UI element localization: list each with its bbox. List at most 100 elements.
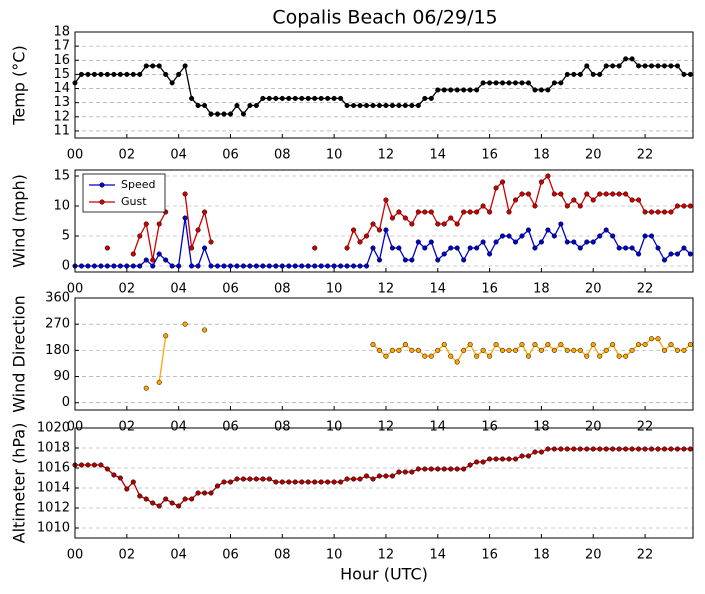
data-point xyxy=(435,257,441,263)
data-point xyxy=(577,245,583,251)
data-point xyxy=(383,473,389,479)
x-tick-label: 16 xyxy=(481,148,498,163)
data-point xyxy=(545,341,551,348)
data-point xyxy=(519,341,525,348)
data-point xyxy=(227,111,234,117)
data-point xyxy=(551,80,557,86)
data-point xyxy=(499,179,506,185)
data-point xyxy=(681,245,687,251)
y-tick-label: 360 xyxy=(45,291,70,306)
legend-marker xyxy=(99,182,105,188)
data-point xyxy=(642,446,648,452)
data-point xyxy=(117,263,123,269)
data-point xyxy=(512,456,519,462)
data-point xyxy=(376,102,383,109)
data-point xyxy=(441,341,447,348)
data-point xyxy=(428,95,434,101)
data-point xyxy=(655,245,661,251)
data-point xyxy=(169,500,175,506)
data-point xyxy=(370,102,376,109)
data-point xyxy=(137,493,143,499)
data-point xyxy=(525,191,532,197)
data-point xyxy=(325,263,331,269)
data-point xyxy=(597,353,603,359)
data-point xyxy=(292,263,298,269)
data-point xyxy=(558,446,564,452)
data-point xyxy=(525,453,532,459)
data-point xyxy=(597,191,603,197)
data-point xyxy=(642,233,648,239)
data-point xyxy=(577,71,583,77)
data-point xyxy=(292,95,298,101)
data-point xyxy=(266,95,272,101)
data-point xyxy=(499,347,506,353)
data-point xyxy=(415,466,421,472)
axes-frame xyxy=(74,169,694,273)
data-point xyxy=(305,263,311,269)
y-axis-label: Temp (°C) xyxy=(10,45,29,125)
y-tick-label: 1012 xyxy=(37,501,70,516)
data-point xyxy=(577,203,583,209)
data-point xyxy=(202,102,208,109)
data-point xyxy=(519,191,525,197)
data-point xyxy=(227,479,234,485)
data-point xyxy=(78,263,85,269)
data-point xyxy=(538,449,544,455)
data-point xyxy=(208,490,214,496)
data-point xyxy=(512,80,519,86)
data-point xyxy=(331,95,337,101)
data-point xyxy=(357,263,363,269)
x-tick-label: 20 xyxy=(585,148,602,163)
x-tick-label: 06 xyxy=(222,420,239,435)
x-tick-label: 18 xyxy=(533,548,550,563)
data-point xyxy=(389,473,395,479)
data-point xyxy=(571,197,577,203)
data-point xyxy=(176,503,182,509)
data-point xyxy=(487,80,493,86)
x-tick-label: 04 xyxy=(170,420,187,435)
data-point xyxy=(623,191,629,197)
data-point xyxy=(214,483,221,489)
data-point xyxy=(124,263,130,269)
data-point xyxy=(648,233,655,239)
data-point xyxy=(655,63,661,69)
x-tick-label: 10 xyxy=(326,148,343,163)
data-point xyxy=(687,71,693,77)
data-point xyxy=(454,87,460,93)
data-point xyxy=(480,239,486,245)
data-point xyxy=(655,336,661,342)
y-tick-label: 18 xyxy=(53,25,70,40)
data-point xyxy=(610,63,616,69)
data-point xyxy=(448,245,454,251)
data-point xyxy=(163,257,169,263)
data-point xyxy=(461,209,467,215)
data-point xyxy=(590,239,596,245)
data-point xyxy=(344,263,350,269)
data-point xyxy=(189,95,195,101)
x-tick-label: 04 xyxy=(170,548,187,563)
y-tick-label: 17 xyxy=(53,39,70,54)
y-tick-label: 1010 xyxy=(37,521,70,536)
y-tick-label: 11 xyxy=(53,123,70,138)
x-tick-label: 08 xyxy=(274,548,291,563)
data-point xyxy=(91,462,97,468)
data-point xyxy=(525,80,532,86)
data-point xyxy=(584,63,590,69)
data-point xyxy=(163,71,169,77)
data-point xyxy=(357,476,363,482)
data-point xyxy=(260,95,266,101)
data-point xyxy=(402,341,408,348)
data-point xyxy=(448,466,454,472)
data-point xyxy=(668,209,674,215)
data-point xyxy=(616,191,622,197)
data-point xyxy=(156,379,162,385)
data-point xyxy=(668,251,674,257)
legend-label: Gust xyxy=(121,195,147,208)
data-point xyxy=(681,203,687,209)
data-point xyxy=(182,191,188,197)
data-point xyxy=(351,102,357,109)
data-point xyxy=(603,227,609,233)
data-point xyxy=(117,71,123,77)
data-point xyxy=(247,476,253,482)
x-tick-label: 14 xyxy=(429,148,446,163)
